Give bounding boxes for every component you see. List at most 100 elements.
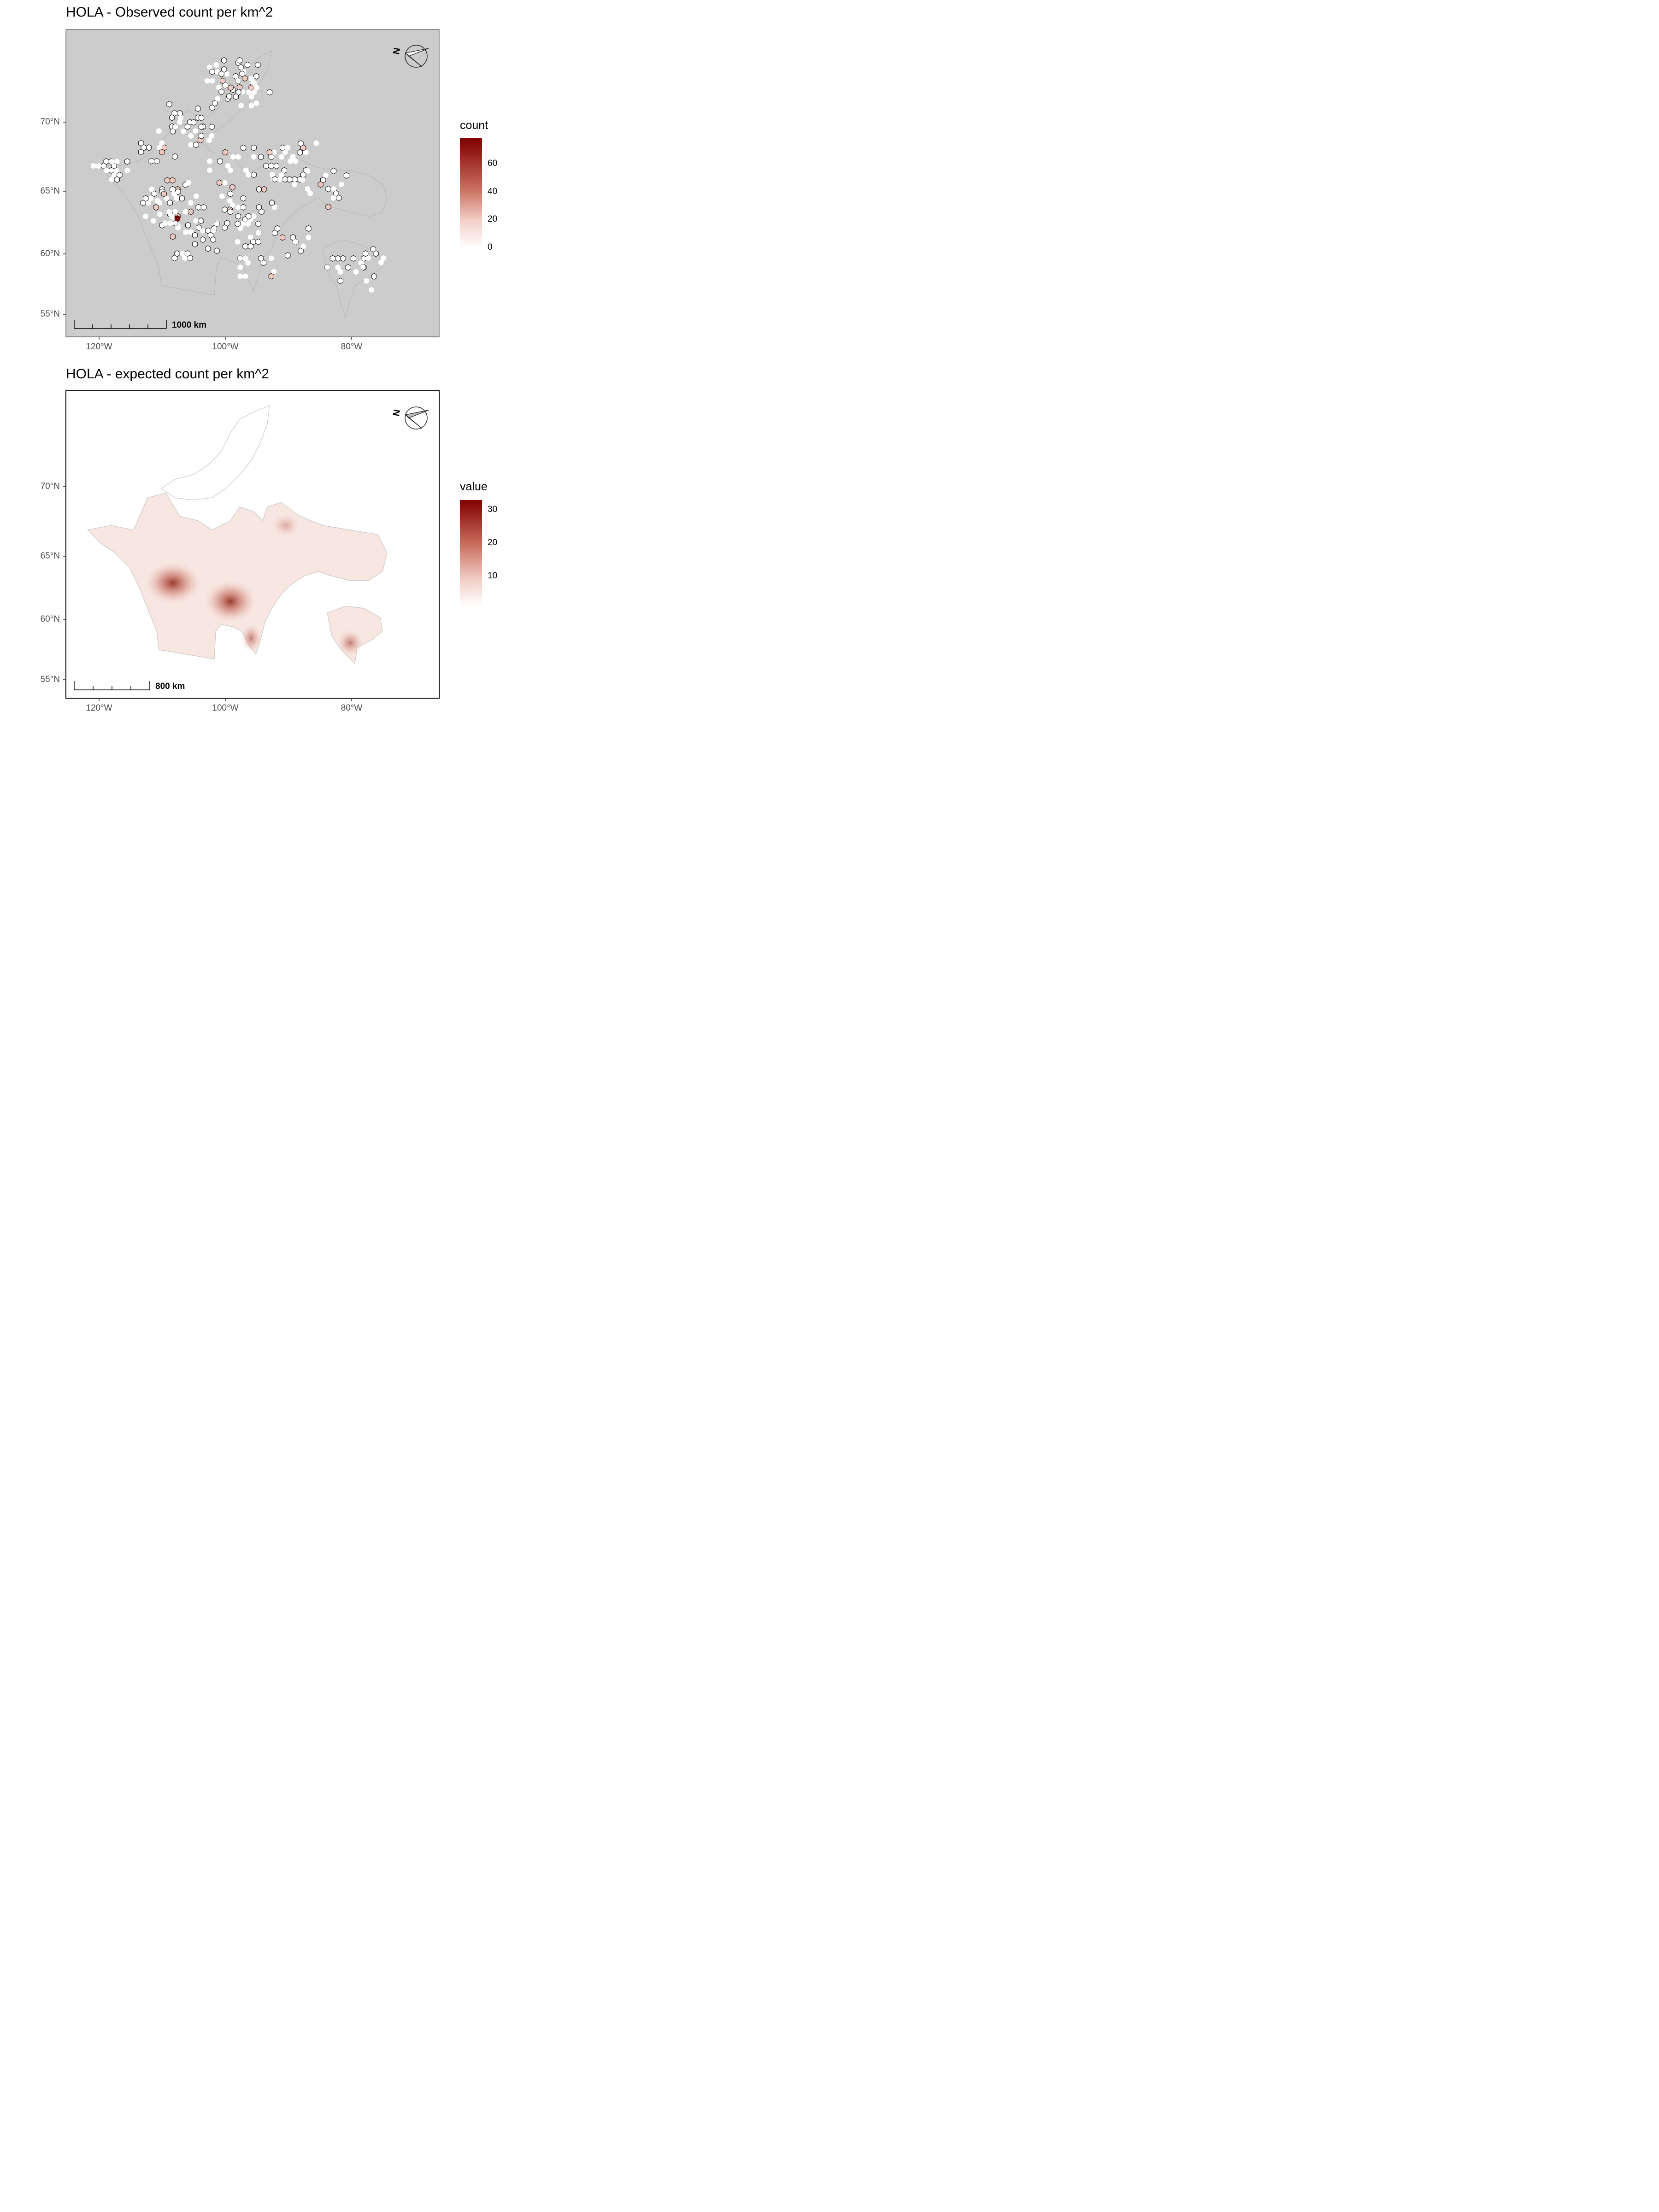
scale-bar-2 [74, 681, 150, 690]
hex-cell [285, 145, 290, 151]
hex-cell [172, 153, 178, 160]
hex-cell [205, 245, 211, 252]
hex-cell [335, 194, 342, 201]
x-tick-100w-1: 100°W [212, 342, 239, 352]
hex-cell [271, 269, 276, 275]
hex-cell [192, 232, 198, 239]
hex-cell [216, 84, 222, 90]
hex-cell [233, 93, 239, 100]
observed-map-canvas: N 1000 km [63, 29, 440, 701]
y-tick-60n-1: 60°N [40, 249, 60, 259]
hex-cell [198, 132, 204, 139]
hex-cell [210, 228, 216, 234]
hex-cell [209, 68, 215, 75]
hex-cell [167, 220, 173, 226]
y-tick-55n-1: 55°N [40, 309, 60, 319]
x-tick-100w-2: 100°W [212, 703, 239, 713]
hex-cell [329, 255, 335, 262]
hex-cell [305, 186, 311, 192]
hex-cell [292, 181, 297, 188]
hex-cell [237, 255, 243, 261]
hex-cell [225, 163, 230, 169]
hotspot-2 [205, 581, 256, 622]
hex-cell [258, 153, 264, 160]
hex-cell [235, 77, 241, 84]
hex-cell [220, 77, 226, 84]
observed-hex-cells [90, 57, 387, 293]
scale-bar-label-1: 1000 km [172, 320, 206, 330]
hex-cell [266, 88, 273, 96]
hex-cell [169, 213, 175, 219]
hex-cell [114, 167, 119, 174]
hex-cell [364, 278, 369, 284]
hex-cell [378, 259, 384, 266]
x-tick-80w-1: 80°W [341, 342, 363, 352]
hex-cell [193, 218, 199, 224]
hex-cell [261, 186, 267, 193]
hex-cell [339, 181, 344, 188]
hex-cell [162, 220, 168, 226]
hex-cell [325, 185, 331, 193]
hex-cell [269, 255, 274, 261]
hex-cell [369, 287, 374, 293]
hex-cell [272, 204, 277, 211]
hex-cell [235, 220, 241, 227]
legend-label-40: 40 [488, 187, 498, 196]
hex-cell [138, 140, 144, 147]
hex-cell [214, 247, 220, 254]
hex-cell [330, 167, 336, 175]
hex-cell [293, 239, 298, 245]
hex-cell [124, 167, 130, 174]
hex-cell [159, 140, 165, 146]
hotspot-4 [337, 630, 363, 656]
hex-cell [227, 190, 234, 197]
hex-cell [111, 162, 117, 170]
hex-cell [228, 167, 233, 173]
hex-cell [114, 176, 120, 183]
hex-cell [114, 159, 120, 165]
hex-cell [104, 167, 109, 174]
hex-cell [171, 191, 177, 197]
hex-cell [227, 198, 233, 204]
hex-cell [268, 162, 274, 170]
observed-land-outline [98, 50, 388, 319]
hex-cell [237, 273, 243, 279]
hex-cell [188, 133, 194, 139]
hex-cell [90, 163, 96, 169]
hex-cell [272, 229, 278, 236]
legend-colorbar-value [460, 500, 482, 607]
hex-cell [219, 193, 225, 200]
hex-cell [186, 180, 191, 186]
hex-cell [277, 176, 283, 182]
hex-cell [229, 184, 235, 191]
hex-cell [174, 250, 180, 257]
hex-cell [180, 250, 185, 257]
hex-cell [272, 176, 278, 183]
hex-cell [292, 176, 298, 183]
hex-cell [303, 149, 309, 155]
hex-cell [340, 255, 346, 262]
hex-cell [307, 190, 313, 197]
hex-cell [179, 195, 185, 202]
hex-cell [226, 93, 232, 100]
hex-cell [239, 71, 245, 77]
north-label-1: N [391, 47, 402, 55]
hex-cell [300, 243, 306, 250]
hex-cell [306, 234, 311, 241]
y-tick-60n-2: 60°N [40, 614, 60, 624]
hex-cell [170, 177, 176, 184]
hex-cell [254, 84, 259, 91]
hex-cell [313, 140, 319, 147]
hex-cell [285, 252, 291, 259]
hex-cell [249, 102, 254, 109]
observed-map-panel [65, 29, 440, 337]
hex-cell [217, 179, 223, 186]
hex-cell [149, 186, 154, 193]
hex-cell [251, 144, 257, 151]
hex-cell [243, 167, 249, 173]
hex-cell [236, 57, 243, 64]
hex-cell [255, 238, 261, 245]
hex-cell [251, 213, 257, 219]
legend-title-count: count [460, 119, 488, 132]
hex-cell [146, 144, 152, 151]
